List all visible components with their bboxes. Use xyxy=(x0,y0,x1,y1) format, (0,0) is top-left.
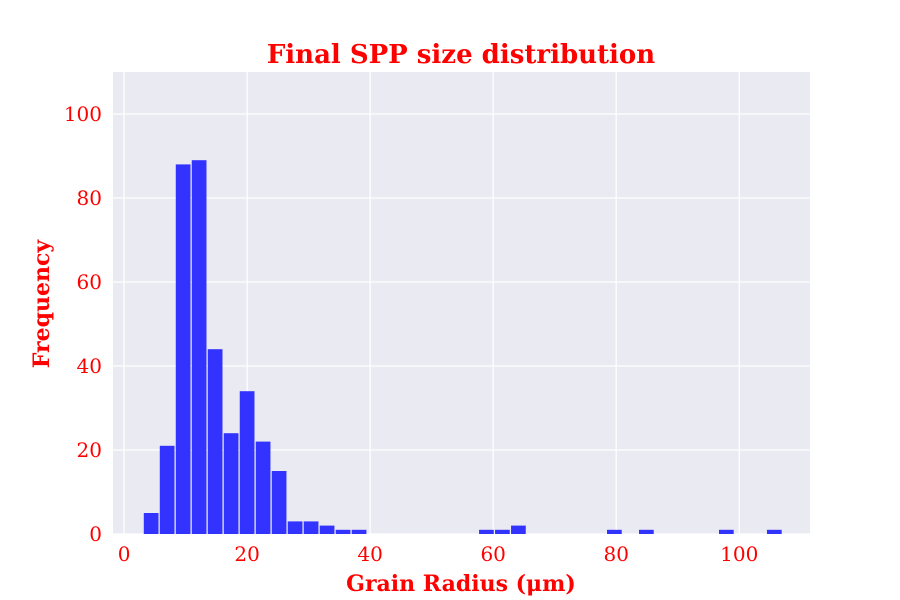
y-tick-label: 0 xyxy=(89,522,102,546)
histogram-bar xyxy=(191,160,207,534)
y-tick-label: 80 xyxy=(77,186,102,210)
histogram-bar xyxy=(495,529,510,534)
histogram-bar xyxy=(143,513,159,534)
y-tick-label: 40 xyxy=(77,354,102,378)
x-axis-title: Grain Radius (μm) xyxy=(346,571,576,597)
histogram-bar xyxy=(479,529,494,534)
y-tick-label: 100 xyxy=(64,102,102,126)
histogram-bar xyxy=(255,441,271,534)
histogram-bar xyxy=(319,525,335,534)
y-tick-label: 60 xyxy=(77,270,102,294)
x-tick-label: 20 xyxy=(234,542,259,566)
x-tick-label: 100 xyxy=(720,542,758,566)
histogram-bar xyxy=(718,529,734,534)
histogram-bar xyxy=(766,529,782,534)
histogram-bar xyxy=(351,529,367,534)
histogram-bar xyxy=(287,521,303,534)
histogram-bar xyxy=(159,445,175,534)
y-axis-title: Frequency xyxy=(29,239,55,369)
histogram-bar xyxy=(239,391,255,534)
histogram-bar xyxy=(303,521,319,534)
x-tick-label: 0 xyxy=(118,542,131,566)
x-tick-label: 60 xyxy=(480,542,505,566)
histogram-bar xyxy=(607,529,622,534)
histogram-bar xyxy=(223,433,239,534)
histogram-bar xyxy=(271,471,287,534)
x-tick-label: 40 xyxy=(357,542,382,566)
histogram-bar xyxy=(207,349,223,534)
histogram-bar xyxy=(175,164,191,534)
histogram-bar xyxy=(335,529,351,534)
histogram-bar xyxy=(639,529,654,534)
x-tick-label: 80 xyxy=(603,542,628,566)
tick-labels: 0 20 40 60 80 100 0 20 40 60 80 100 xyxy=(64,102,759,566)
bars xyxy=(143,160,782,534)
chart-title: Final SPP size distribution xyxy=(267,40,655,70)
histogram-bar xyxy=(511,525,526,534)
y-tick-label: 20 xyxy=(77,438,102,462)
